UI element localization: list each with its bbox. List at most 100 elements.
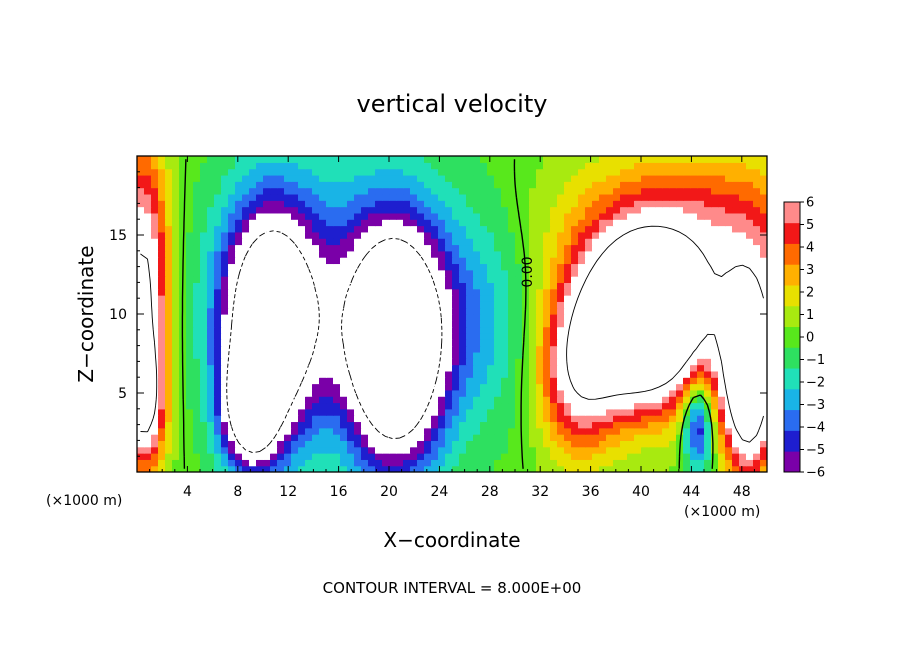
heatmap-cell <box>473 326 481 334</box>
heatmap-cell <box>396 453 404 460</box>
heatmap-cell <box>613 174 621 182</box>
heatmap-cell <box>487 238 495 246</box>
heatmap-cell <box>662 231 670 239</box>
heatmap-cell <box>452 282 460 290</box>
heatmap-cell <box>599 250 607 258</box>
heatmap-cell <box>487 269 495 277</box>
heatmap-cell <box>739 219 747 227</box>
heatmap-cell <box>368 415 376 423</box>
heatmap-cell <box>284 263 292 271</box>
heatmap-cell <box>599 396 607 404</box>
heatmap-cell <box>438 396 446 404</box>
heatmap-cell <box>718 250 726 258</box>
heatmap-cell <box>718 212 726 220</box>
heatmap-cell <box>389 263 397 271</box>
heatmap-cell <box>410 415 418 423</box>
heatmap-cell <box>662 162 670 170</box>
heatmap-cell <box>690 301 698 309</box>
heatmap-cell <box>529 301 537 309</box>
heatmap-cell <box>151 320 159 328</box>
heatmap-cell <box>571 288 579 296</box>
heatmap-cell <box>445 162 453 170</box>
heatmap-cell <box>536 326 544 334</box>
heatmap-cell <box>207 440 215 448</box>
heatmap-cell <box>725 345 733 353</box>
heatmap-cell <box>508 332 516 340</box>
heatmap-cell <box>277 383 285 391</box>
heatmap-cell <box>452 238 460 246</box>
heatmap-cell <box>214 421 222 429</box>
heatmap-cell <box>340 339 348 347</box>
heatmap-cell <box>494 408 502 416</box>
heatmap-cell <box>200 156 208 163</box>
heatmap-cell <box>571 459 579 467</box>
heatmap-cell <box>585 219 593 227</box>
heatmap-cell <box>242 396 250 404</box>
heatmap-cell <box>718 383 726 391</box>
heatmap-cell <box>445 168 453 176</box>
heatmap-cell <box>515 370 523 378</box>
heatmap-cell <box>165 314 173 321</box>
heatmap-cell <box>746 282 754 290</box>
heatmap-cell <box>452 225 460 233</box>
heatmap-cell <box>270 225 278 233</box>
heatmap-cell <box>277 364 285 372</box>
heatmap-cell <box>641 212 649 220</box>
heatmap-cell <box>648 257 656 265</box>
heatmap-cell <box>571 168 579 176</box>
heatmap-cell <box>235 225 243 233</box>
heatmap-cell <box>662 238 670 246</box>
heatmap-cell <box>739 339 747 347</box>
heatmap-cell <box>557 295 565 302</box>
heatmap-cell <box>536 332 544 340</box>
heatmap-cell <box>291 193 299 201</box>
heatmap-cell <box>375 465 383 472</box>
heatmap-cell <box>347 282 355 290</box>
heatmap-cell <box>410 345 418 353</box>
heatmap-cell <box>473 250 481 258</box>
heatmap-cell <box>396 162 404 170</box>
heatmap-cell <box>494 225 502 233</box>
heatmap-cell <box>452 301 460 309</box>
heatmap-cell <box>305 187 313 195</box>
heatmap-cell <box>634 238 642 246</box>
heatmap-cell <box>319 396 327 404</box>
heatmap-cell <box>620 301 628 309</box>
heatmap-cell <box>263 168 271 176</box>
heatmap-cell <box>753 389 761 397</box>
heatmap-cell <box>438 206 446 214</box>
heatmap-cell <box>739 459 747 467</box>
heatmap-cell <box>753 396 761 404</box>
heatmap-cell <box>207 181 215 189</box>
heatmap-cell <box>501 225 509 233</box>
heatmap-cell <box>543 339 551 347</box>
heatmap-cell <box>228 187 236 195</box>
heatmap-cell <box>466 358 474 366</box>
heatmap-cell <box>676 307 684 315</box>
heatmap-cell <box>501 408 509 416</box>
heatmap-cell <box>739 364 747 372</box>
heatmap-cell <box>494 156 502 163</box>
heatmap-cell <box>557 389 565 397</box>
heatmap-cell <box>634 282 642 290</box>
heatmap-cell <box>606 389 614 397</box>
heatmap-cell <box>669 332 677 340</box>
colorbar-segment <box>784 388 800 411</box>
heatmap-cell <box>655 389 663 397</box>
heatmap-cell <box>543 168 551 176</box>
heatmap-cell <box>410 238 418 246</box>
heatmap-cell <box>186 320 194 328</box>
heatmap-cell <box>277 257 285 265</box>
heatmap-cell <box>158 250 166 258</box>
heatmap-cell <box>634 250 642 258</box>
heatmap-cell <box>732 345 740 353</box>
heatmap-cell <box>536 193 544 201</box>
heatmap-cell <box>347 408 355 416</box>
heatmap-cell <box>340 238 348 246</box>
heatmap-cell <box>494 219 502 227</box>
heatmap-cell <box>592 440 600 448</box>
heatmap-cell <box>746 238 754 246</box>
heatmap-cell <box>438 465 446 472</box>
heatmap-cell <box>361 358 369 366</box>
heatmap-cell <box>578 212 586 220</box>
